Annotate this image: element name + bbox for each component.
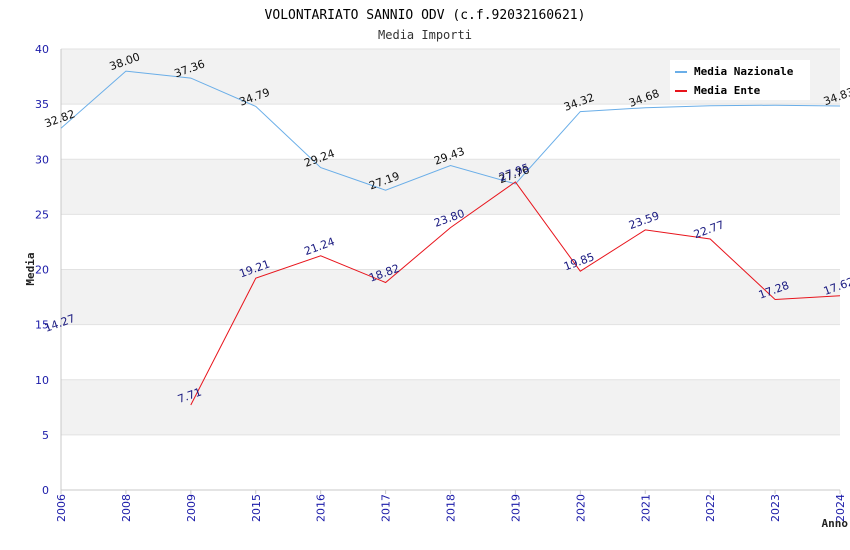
x-tick-label: 2018 bbox=[445, 494, 458, 522]
y-tick-labels: 0 5 10 15 20 25 30 35 40 bbox=[35, 43, 49, 497]
x-tick-labels: 2006 2008 2009 2015 2016 2017 2018 2019 2020 2021… bbox=[55, 494, 847, 522]
x-tick-label: 2022 bbox=[704, 494, 717, 522]
legend-label-media-nazionale: Media Nazionale bbox=[694, 65, 794, 78]
plot-band bbox=[61, 434, 840, 490]
plot-band bbox=[61, 159, 840, 215]
series-line-media-ente bbox=[190, 181, 841, 406]
legend: Media Nazionale Media Ente bbox=[670, 60, 810, 100]
y-tick-label: 5 bbox=[42, 429, 49, 442]
plot-band bbox=[61, 269, 840, 325]
y-tick-label: 40 bbox=[35, 43, 49, 56]
y-tick-label: 0 bbox=[42, 484, 49, 497]
plot-band bbox=[61, 324, 840, 380]
x-tick-label: 2009 bbox=[185, 494, 198, 522]
x-tick-label: 2008 bbox=[120, 494, 133, 522]
x-tick-label: 2017 bbox=[380, 494, 393, 522]
x-tick-label: 2023 bbox=[769, 494, 782, 522]
y-tick-label: 25 bbox=[35, 208, 49, 221]
y-tick-label: 10 bbox=[35, 374, 49, 387]
plot-band bbox=[61, 214, 840, 270]
plot-band bbox=[61, 104, 840, 160]
y-tick-label: 20 bbox=[35, 264, 49, 277]
chart-subtitle: Media Importi bbox=[378, 28, 472, 42]
y-tick-label: 30 bbox=[35, 153, 49, 166]
legend-box bbox=[670, 60, 810, 100]
series-line-media-nazionale bbox=[60, 70, 841, 191]
chart-title: VOLONTARIATO SANNIO ODV (c.f.92032160621… bbox=[265, 8, 586, 23]
x-tick-label: 2006 bbox=[55, 494, 68, 522]
x-axis-label: Anno bbox=[822, 517, 849, 530]
x-tick-label: 2021 bbox=[639, 494, 652, 522]
plot-background-bands bbox=[61, 49, 840, 490]
y-tick-label: 15 bbox=[35, 319, 49, 332]
x-tick-label: 2024 bbox=[834, 494, 847, 522]
x-tick-label: 2020 bbox=[574, 494, 587, 522]
y-axis-label: Media bbox=[24, 252, 37, 285]
plot-band bbox=[61, 379, 840, 435]
legend-label-media-ente: Media Ente bbox=[694, 84, 761, 97]
y-tick-label: 35 bbox=[35, 98, 49, 111]
series-lines bbox=[60, 70, 841, 406]
x-tick-label: 2015 bbox=[250, 494, 263, 522]
x-tick-label: 2016 bbox=[315, 494, 328, 522]
x-tick-label: 2019 bbox=[509, 494, 522, 522]
axes bbox=[60, 49, 841, 494]
